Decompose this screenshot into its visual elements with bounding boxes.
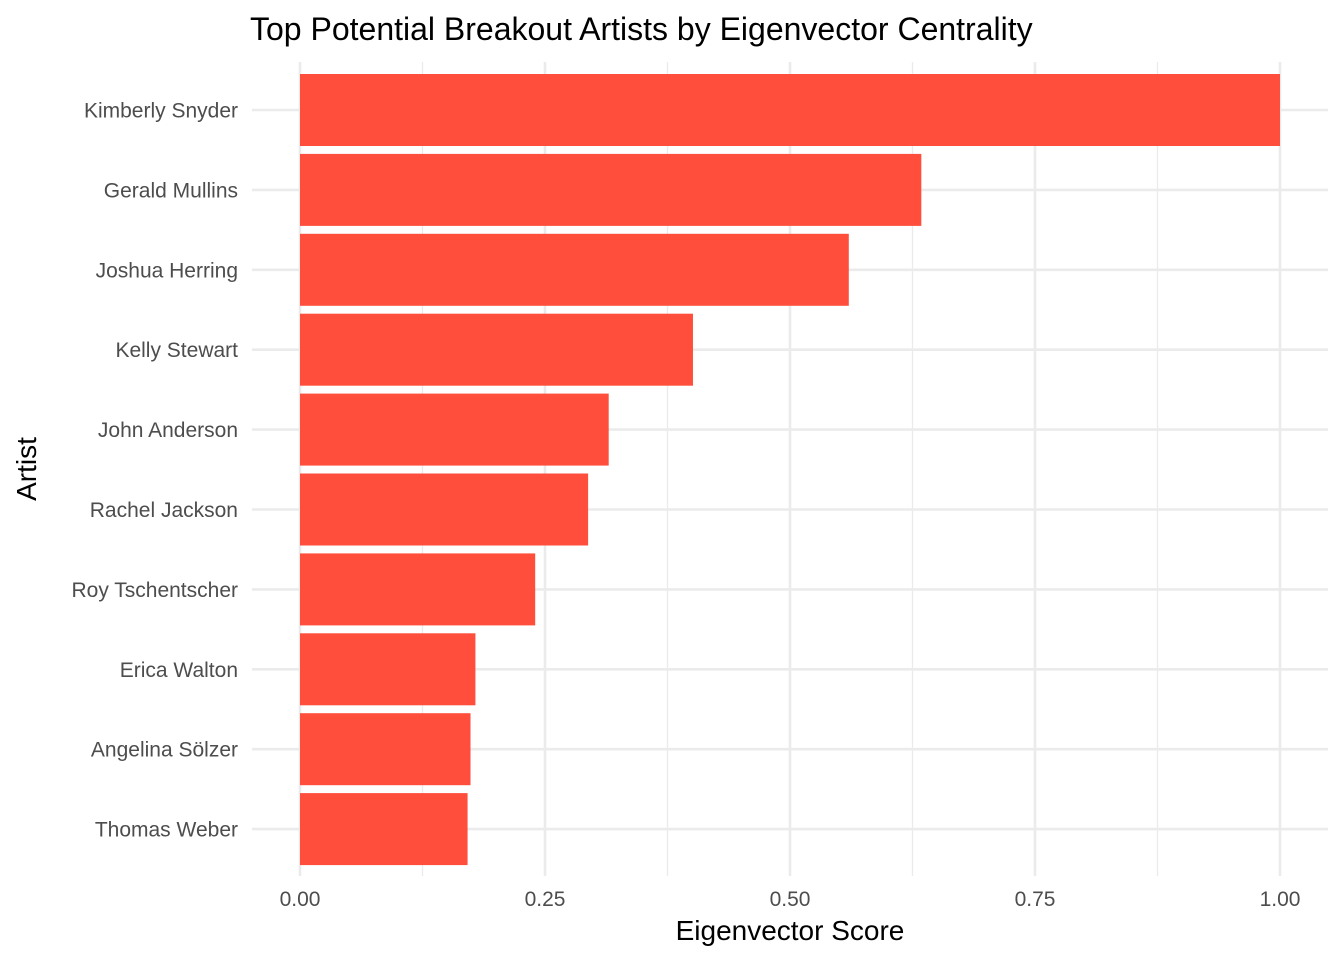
y-tick-label: Joshua Herring (96, 259, 238, 282)
bar (300, 793, 468, 866)
y-axis-title: Artist (11, 437, 42, 501)
x-tick-label: 0.75 (1015, 888, 1056, 911)
x-tick-label: 0.50 (770, 888, 811, 911)
bar (300, 153, 922, 226)
x-axis-title: Eigenvector Score (676, 915, 905, 946)
bar (300, 553, 536, 626)
x-tick-label: 1.00 (1260, 888, 1301, 911)
y-tick-label: Kelly Stewart (115, 339, 238, 362)
x-tick-label: 0.25 (525, 888, 566, 911)
y-tick-label: Rachel Jackson (90, 499, 238, 522)
bar (300, 74, 1280, 146)
bars-layer (300, 74, 1280, 866)
y-tick-label: Kimberly Snyder (84, 100, 238, 123)
y-tick-label: Gerald Mullins (104, 179, 238, 202)
bar (300, 313, 693, 386)
y-tick-label: Roy Tschentscher (71, 579, 238, 602)
y-tick-label: Thomas Weber (95, 819, 238, 842)
y-tick-label: Erica Walton (120, 659, 238, 682)
x-tick-label: 0.00 (280, 888, 321, 911)
y-tick-label: Angelina Sölzer (91, 739, 238, 762)
x-tick-labels: 0.00 0.25 0.50 0.75 1.00 (280, 888, 1301, 911)
bar (300, 473, 589, 546)
chart-title: Top Potential Breakout Artists by Eigenv… (250, 11, 1033, 47)
bar (300, 633, 476, 706)
y-tick-label: John Anderson (98, 419, 238, 442)
y-tick-labels: Kimberly Snyder Gerald Mullins Joshua Herr… (71, 100, 238, 842)
bar (300, 713, 471, 786)
bar (300, 393, 609, 466)
bar (300, 233, 849, 306)
